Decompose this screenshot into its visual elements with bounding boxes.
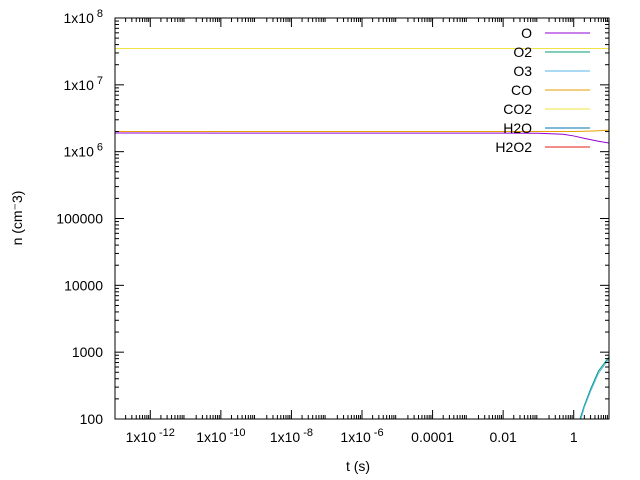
legend-label-o2: O2 [513, 44, 532, 60]
tick-layer: 1x10 -12 1x10 -10 1x10 -8 1x10 -6 0.0001 0.01 11x1… [56, 8, 609, 445]
x-tick-label-exponent: -12 [159, 427, 175, 439]
x-tick-label: 1x10 -6 [340, 427, 383, 445]
series-line-o3 [580, 358, 609, 419]
y-tick-label-mantissa: 1x10 [64, 77, 95, 93]
y-tick-label: 1x10 7 [64, 75, 103, 93]
y-tick-label-mantissa: 10000 [64, 277, 103, 293]
y-tick-label: 1x10 6 [64, 142, 103, 160]
y-tick-label-exponent: 8 [97, 8, 103, 20]
legend-label-h2o: H2O [503, 120, 532, 136]
legend: O O2 O3 CO CO2 H2O H2O2 [495, 25, 590, 155]
y-tick-label-mantissa: 1000 [72, 344, 103, 360]
x-tick-label-mantissa: 0.0001 [411, 429, 454, 445]
x-tick-label: 1x10 -10 [196, 427, 245, 445]
x-axis-label: t (s) [346, 458, 370, 474]
x-tick-label-exponent: -10 [230, 427, 246, 439]
x-tick-label: 1x10 -8 [270, 427, 313, 445]
series-line-o [115, 132, 609, 144]
x-tick-label: 1x10 -12 [126, 427, 175, 445]
x-tick-label-mantissa: 0.01 [490, 429, 517, 445]
legend-label-o: O [521, 25, 532, 41]
x-tick-label: 1 [570, 429, 578, 445]
x-tick-label-mantissa: 1x10 [340, 429, 371, 445]
x-tick-label-mantissa: 1x10 [270, 429, 301, 445]
series-line-co [115, 129, 609, 133]
y-tick-label-mantissa: 100 [80, 411, 104, 427]
y-tick-label-mantissa: 100000 [56, 211, 103, 227]
legend-label-co2: CO2 [503, 101, 532, 117]
x-tick-label-mantissa: 1x10 [196, 429, 227, 445]
x-tick-label-mantissa: 1x10 [126, 429, 157, 445]
x-tick-label-exponent: -6 [374, 427, 384, 439]
y-tick-label: 1x10 8 [64, 8, 103, 26]
y-tick-label: 10000 [64, 277, 103, 293]
y-tick-label-exponent: 7 [97, 75, 103, 87]
x-tick-label: 0.0001 [411, 429, 454, 445]
plot-frame [114, 17, 610, 420]
legend-label-o3: O3 [513, 63, 532, 79]
x-tick-label-exponent: -8 [303, 427, 313, 439]
series-line-o2 [579, 356, 609, 419]
series-layer [115, 47, 609, 419]
x-tick-label: 0.01 [490, 429, 517, 445]
legend-label-h2o2: H2O2 [495, 139, 532, 155]
y-tick-label-mantissa: 1x10 [64, 144, 95, 160]
legend-label-co: CO [511, 82, 532, 98]
y-tick-label-exponent: 6 [97, 142, 103, 154]
y-tick-label-mantissa: 1x10 [64, 10, 95, 26]
y-tick-label: 100000 [56, 211, 103, 227]
y-tick-label: 1000 [72, 344, 103, 360]
x-tick-label-mantissa: 1 [570, 429, 578, 445]
y-axis-label: n (cm⁻3) [9, 191, 25, 246]
y-tick-label: 100 [80, 411, 104, 427]
